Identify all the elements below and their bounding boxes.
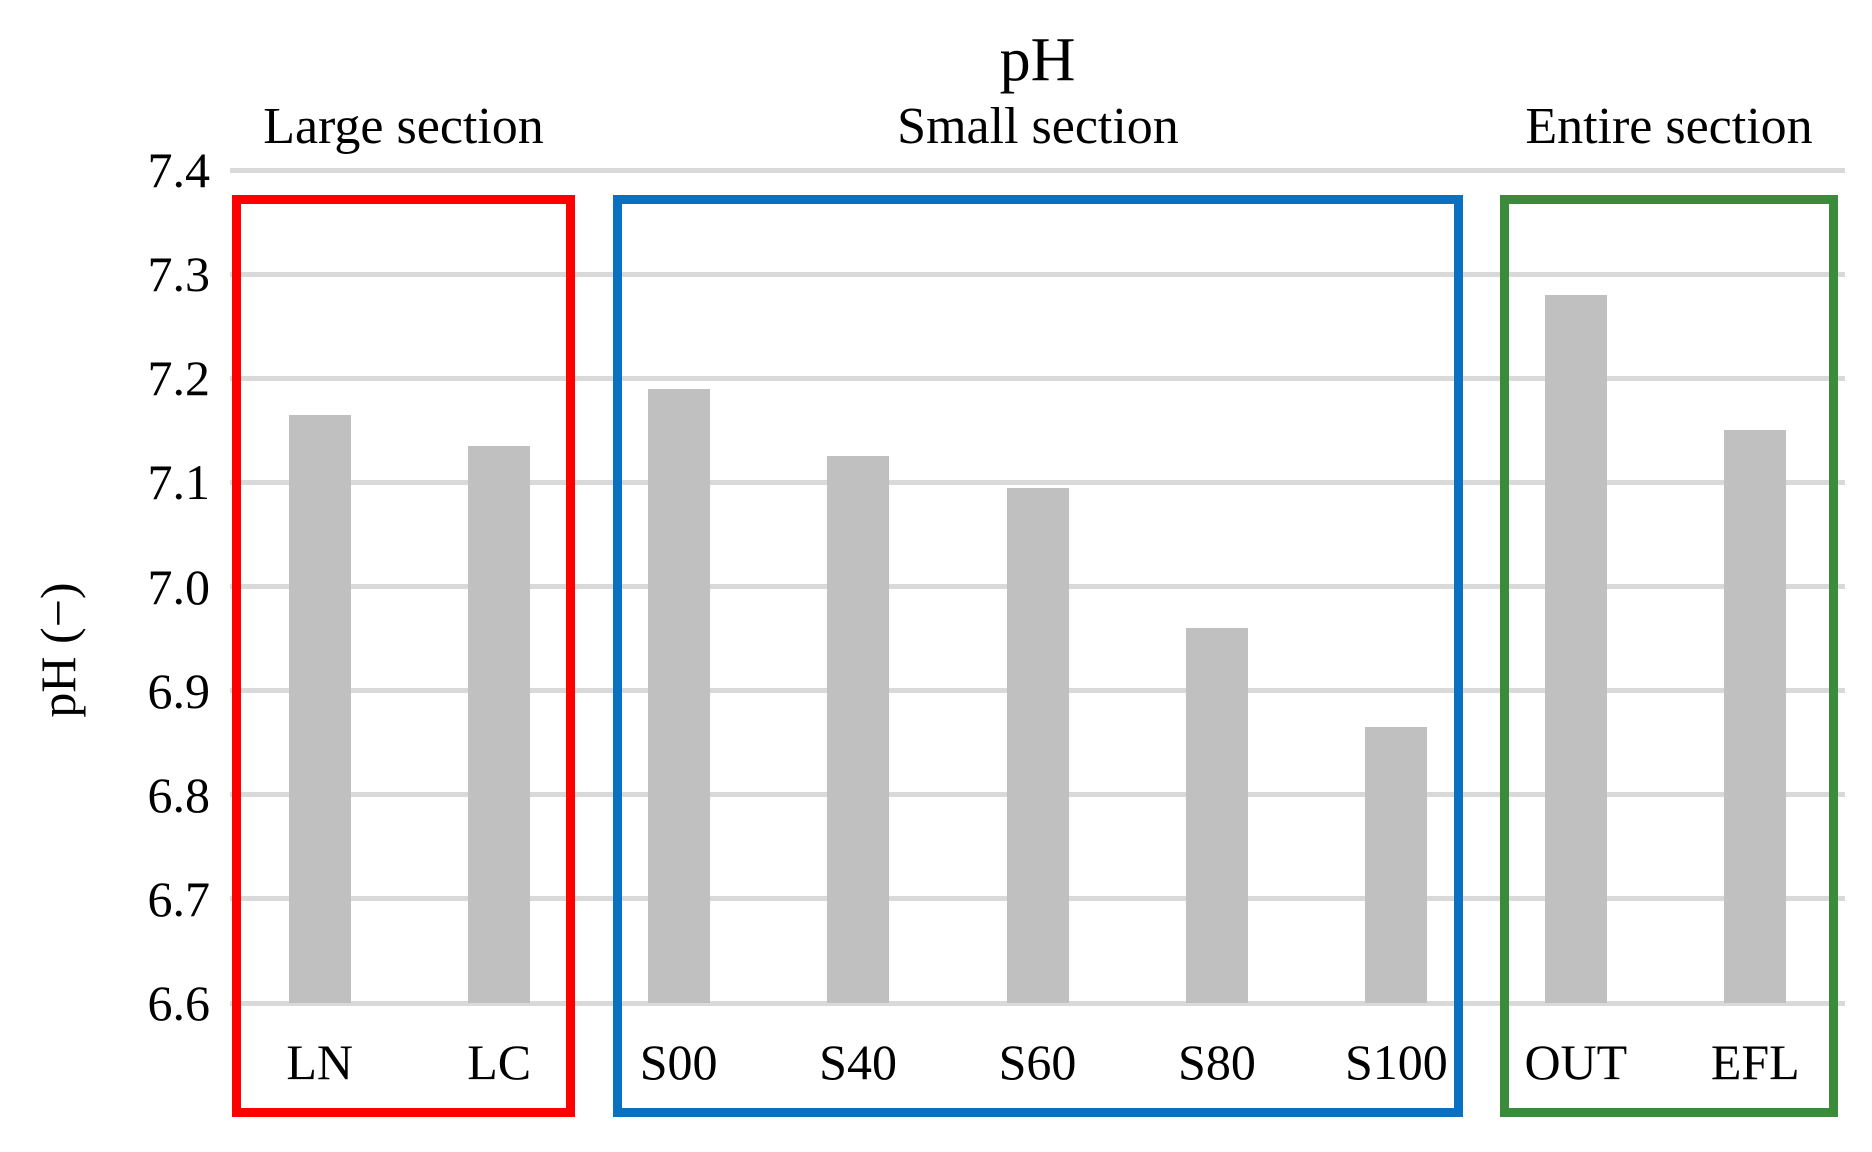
bar-ln xyxy=(288,414,351,1003)
bar-lc xyxy=(468,445,531,1003)
y-tick-label: 7.2 xyxy=(147,350,211,407)
y-tick-label: 6.6 xyxy=(147,975,211,1031)
gridline xyxy=(230,1000,1845,1006)
gridline xyxy=(230,167,1845,173)
gridline xyxy=(230,271,1845,277)
bar-efl xyxy=(1724,430,1787,1003)
y-tick-label: 7.0 xyxy=(147,558,211,615)
bar-s60 xyxy=(1006,487,1069,1003)
bar-s00 xyxy=(647,388,710,1003)
y-tick-label: 6.9 xyxy=(147,662,211,719)
category-label-efl: EFL xyxy=(1710,1034,1800,1090)
group-header-entire-section: Entire section xyxy=(1525,98,1813,155)
bar-s80 xyxy=(1185,628,1248,1003)
bar-s100 xyxy=(1365,727,1428,1003)
category-label-s40: S40 xyxy=(819,1034,897,1090)
category-label-s00: S00 xyxy=(639,1034,718,1090)
bar-out xyxy=(1544,294,1607,1003)
category-label-s100: S100 xyxy=(1344,1034,1448,1090)
y-tick-label: 6.8 xyxy=(147,766,211,823)
y-tick-label: 7.1 xyxy=(147,454,211,511)
category-label-s80: S80 xyxy=(1178,1034,1256,1090)
y-tick-label: 7.4 xyxy=(147,142,211,198)
category-label-s60: S60 xyxy=(998,1034,1077,1090)
gridline xyxy=(230,375,1845,381)
category-label-lc: LC xyxy=(467,1034,532,1090)
category-label-ln: LN xyxy=(286,1034,354,1090)
y-tick-label: 6.7 xyxy=(147,870,211,927)
category-label-out: OUT xyxy=(1524,1034,1628,1090)
y-tick-label: 7.3 xyxy=(147,246,211,303)
chart-title: pH xyxy=(999,26,1076,94)
bar-s40 xyxy=(827,456,890,1003)
group-header-small-section: Small section xyxy=(897,98,1179,155)
group-header-large-section: Large section xyxy=(263,98,544,155)
gridline xyxy=(230,479,1845,485)
